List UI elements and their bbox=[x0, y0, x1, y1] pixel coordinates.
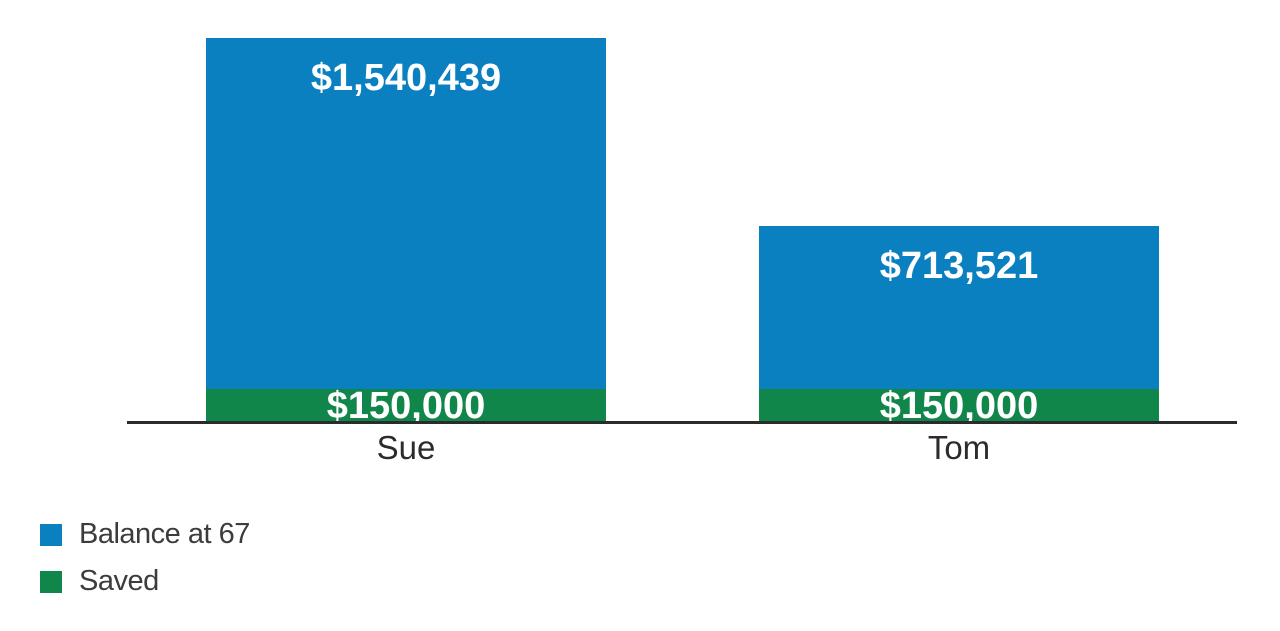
category-label-sue: Sue bbox=[376, 429, 436, 466]
segment-balance-tom: $713,521 bbox=[759, 226, 1159, 389]
legend-swatch-saved-icon bbox=[40, 570, 62, 593]
legend-label-saved: Saved bbox=[79, 565, 159, 597]
value-label-saved-tom: $150,000 bbox=[879, 384, 1039, 427]
category-label-tom: Tom bbox=[927, 429, 991, 466]
legend-swatch-balance-icon bbox=[40, 523, 62, 546]
legend-item-balance: Balance at 67 bbox=[40, 516, 250, 553]
bar-tom: $713,521 $150,000 bbox=[759, 226, 1159, 427]
segment-saved-tom: $150,000 bbox=[759, 384, 1159, 427]
value-label-balance-tom: $713,521 bbox=[879, 245, 1039, 287]
legend: Balance at 67 Saved bbox=[40, 516, 250, 600]
x-axis-line bbox=[127, 421, 1237, 424]
legend-item-saved: Saved bbox=[40, 563, 250, 600]
legend-label-balance: Balance at 67 bbox=[79, 518, 250, 550]
value-label-saved-sue: $150,000 bbox=[326, 384, 486, 427]
bar-sue: $1,540,439 $150,000 bbox=[206, 38, 606, 427]
value-label-balance-sue: $1,540,439 bbox=[310, 57, 502, 99]
segment-saved-sue: $150,000 bbox=[206, 384, 606, 427]
segment-balance-sue: $1,540,439 bbox=[206, 38, 606, 389]
